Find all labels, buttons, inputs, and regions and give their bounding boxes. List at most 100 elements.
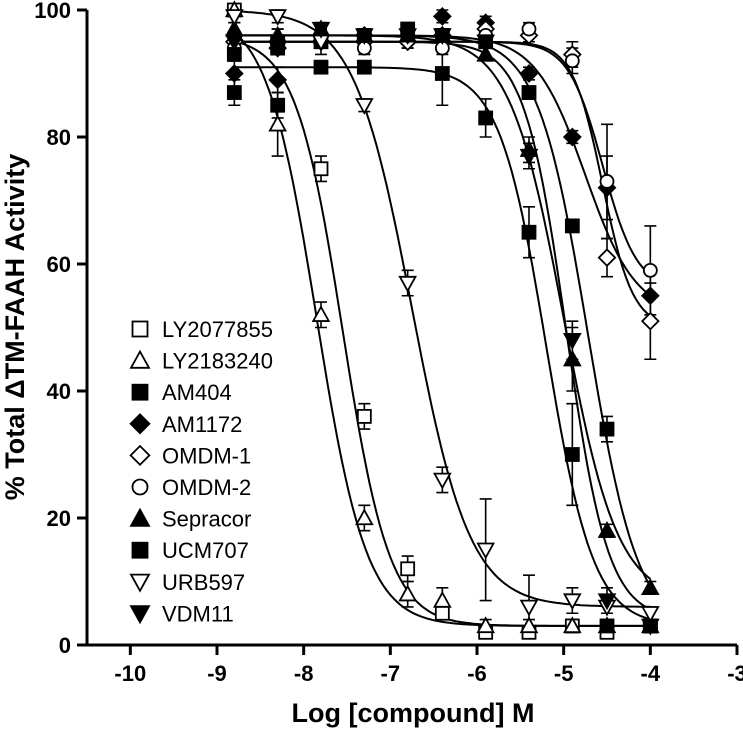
data-point-urb597 <box>433 472 452 490</box>
y-tick-label: 60 <box>47 252 71 277</box>
data-point-ly2183240 <box>433 590 452 608</box>
data-point-vdm11 <box>355 28 374 46</box>
data-point-am404 <box>478 110 494 126</box>
error-bars <box>228 9 657 640</box>
fit-curve-ly2183240 <box>233 31 651 627</box>
legend-label-ucm707: UCM707 <box>162 538 249 563</box>
data-point-am1172 <box>562 127 582 147</box>
data-point-urb597 <box>641 606 660 623</box>
legend-label-omdm-2: OMDM-2 <box>162 475 251 500</box>
data-point-ly2077855 <box>434 605 450 621</box>
legend-marker-omdm-2 <box>131 478 149 496</box>
data-point-urb597 <box>398 275 417 293</box>
legend-label-vdm11: VDM11 <box>162 601 234 626</box>
data-point-urb597 <box>563 593 582 611</box>
data-point-am1172 <box>224 64 244 83</box>
data-point-vdm11 <box>519 148 539 166</box>
legend-label-am1172: AM1172 <box>162 412 242 437</box>
data-point-urb597 <box>476 542 495 560</box>
axes <box>85 10 737 647</box>
x-tick-label: -4 <box>641 661 661 686</box>
data-point-vdm11 <box>268 40 287 58</box>
y-tick-label: 80 <box>47 125 71 150</box>
legend-marker-ucm707 <box>131 541 149 559</box>
legend-label-am404: AM404 <box>162 380 232 405</box>
legend-marker-omdm-1 <box>129 444 151 467</box>
data-points <box>224 0 660 640</box>
data-point-vdm11 <box>398 28 417 46</box>
data-point-sepracor <box>641 578 660 595</box>
data-point-sepracor <box>563 349 582 367</box>
data-point-am404 <box>313 59 329 75</box>
data-point-omdm-2 <box>642 262 658 278</box>
data-point-ly2077855 <box>400 561 416 577</box>
y-tick-label: 0 <box>59 633 71 658</box>
x-tick-label: -10 <box>114 661 146 686</box>
data-point-ly2183240 <box>268 114 287 132</box>
data-point-ly2183240 <box>398 584 417 602</box>
data-point-ly2077855 <box>356 408 372 424</box>
y-tick-label: 100 <box>34 0 71 23</box>
data-point-ly2183240 <box>563 616 582 634</box>
data-point-am1172 <box>640 286 660 306</box>
data-point-ly2183240 <box>519 616 539 634</box>
x-tick-label: -7 <box>381 661 401 686</box>
y-axis-title: % Total ΔTM-FAAH Activity <box>0 154 30 500</box>
data-point-vdm11 <box>476 34 495 52</box>
data-point-urb597 <box>225 9 244 27</box>
x-tick-label: -6 <box>467 661 487 686</box>
x-tick-label: -8 <box>294 661 314 686</box>
legend-label-ly2183240: LY2183240 <box>162 349 273 374</box>
data-point-am404 <box>564 447 580 462</box>
data-point-am1172 <box>519 64 539 83</box>
legend-label-sepracor: Sepracor <box>162 507 251 532</box>
data-point-am1172 <box>432 6 452 26</box>
data-point-ly2183240 <box>355 508 374 526</box>
data-point-omdm-1 <box>597 248 617 268</box>
data-point-sepracor <box>597 521 617 538</box>
data-point-am404 <box>270 97 286 113</box>
data-point-ly2077855 <box>313 161 329 177</box>
y-ticks: 0 20 40 60 80 100 <box>34 0 87 658</box>
data-point-vdm11 <box>433 28 452 46</box>
x-tick-label: -3 <box>727 661 743 686</box>
legend-marker-urb597 <box>129 573 151 593</box>
data-point-omdm-2 <box>564 53 580 69</box>
y-tick-label: 40 <box>47 379 71 404</box>
y-tick-label: 20 <box>47 506 71 531</box>
data-point-am404 <box>226 85 242 100</box>
legend-marker-am404 <box>131 383 149 401</box>
data-point-vdm11 <box>563 333 582 350</box>
data-point-vdm11 <box>641 618 660 636</box>
legend-marker-ly2183240 <box>129 349 151 369</box>
data-point-am404 <box>599 618 615 634</box>
data-point-vdm11 <box>597 593 617 611</box>
data-point-urb597 <box>519 599 539 617</box>
fit-curve-urb597 <box>234 10 651 608</box>
legend-marker-am1172 <box>129 413 151 435</box>
data-point-vdm11 <box>225 34 244 52</box>
legend-label-urb597: URB597 <box>162 570 245 595</box>
data-point-ly2183240 <box>476 616 495 634</box>
legend-marker-vdm11 <box>129 605 151 625</box>
data-point-urb597 <box>268 9 287 27</box>
legend-marker-sepracor <box>129 507 151 527</box>
fit-curve-vdm11 <box>234 40 651 611</box>
data-point-omdm-2 <box>521 21 537 37</box>
x-tick-label: -5 <box>554 661 574 686</box>
data-point-ucm707 <box>599 421 615 437</box>
data-point-omdm-2 <box>599 174 615 189</box>
legend-label-ly2077855: LY2077855 <box>162 317 273 342</box>
fit-curve-am404 <box>234 66 651 621</box>
legend-marker-ly2077855 <box>131 320 149 338</box>
data-point-am404 <box>434 66 450 81</box>
legend-label-omdm-1: OMDM-1 <box>162 443 251 468</box>
x-axis-title: Log [compound] M <box>292 698 535 728</box>
data-point-ucm707 <box>564 218 580 234</box>
data-point-am404 <box>356 59 372 75</box>
data-point-sepracor <box>476 44 495 62</box>
legend: LY2077855 LY2183240 AM404 AM1172 OMDM-1 OMDM-… <box>129 317 273 626</box>
data-point-vdm11 <box>311 21 331 39</box>
data-point-ucm707 <box>521 85 537 100</box>
